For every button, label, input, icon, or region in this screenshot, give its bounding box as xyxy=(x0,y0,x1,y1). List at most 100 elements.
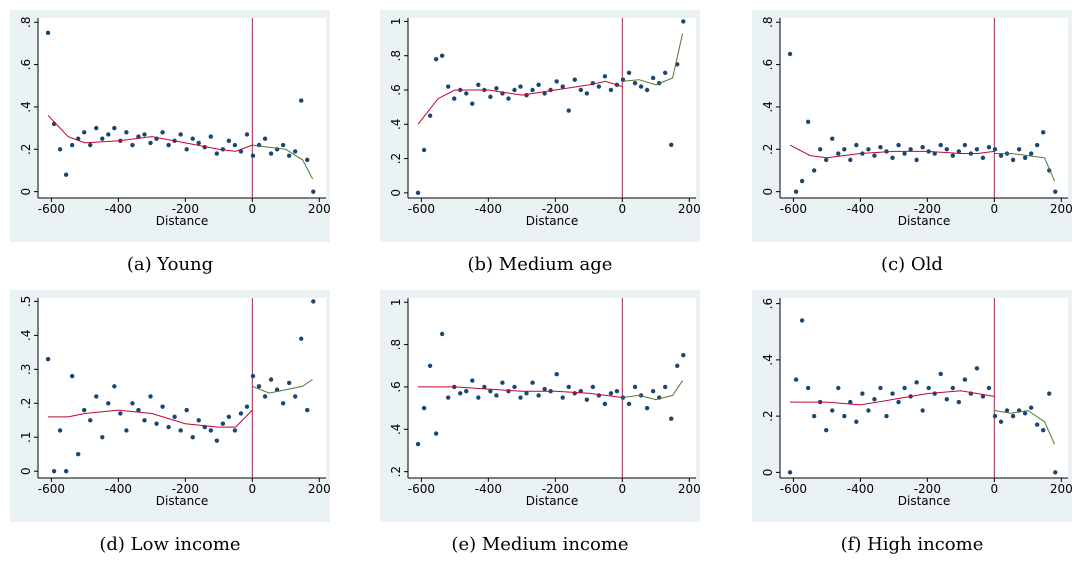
data-point xyxy=(632,80,638,86)
x-axis-label: Distance xyxy=(156,494,208,508)
data-point xyxy=(94,394,99,399)
data-point xyxy=(950,153,955,158)
y-tick-label: .2 xyxy=(19,398,33,409)
x-tick-label: 200 xyxy=(678,202,701,216)
data-point xyxy=(57,147,63,152)
data-point xyxy=(1047,391,1052,396)
data-point xyxy=(45,356,51,362)
data-point xyxy=(226,138,232,144)
data-point xyxy=(560,395,565,400)
data-point xyxy=(992,147,998,152)
x-axis-label: Distance xyxy=(526,214,578,228)
x-tick-label: -600 xyxy=(408,202,435,216)
x-tick-label: 200 xyxy=(308,482,331,496)
data-point xyxy=(890,155,895,160)
data-point xyxy=(518,395,523,400)
data-point xyxy=(669,142,674,148)
data-point xyxy=(208,134,213,139)
data-point xyxy=(470,101,475,106)
data-point xyxy=(452,96,457,101)
data-point xyxy=(638,84,644,89)
data-point xyxy=(986,385,992,391)
data-point xyxy=(82,407,87,413)
plot-area xyxy=(408,18,696,198)
data-point xyxy=(950,385,955,391)
data-point xyxy=(962,142,968,148)
data-point xyxy=(805,119,811,124)
data-point xyxy=(196,140,201,146)
data-point xyxy=(1041,130,1046,135)
data-point xyxy=(238,411,244,416)
x-tick-label: -200 xyxy=(914,202,941,216)
data-point xyxy=(650,75,656,81)
data-point xyxy=(669,416,674,421)
data-point xyxy=(662,70,668,76)
data-point xyxy=(787,470,793,475)
data-point xyxy=(160,130,165,135)
x-axis-label: Distance xyxy=(156,214,208,228)
data-point xyxy=(530,87,535,93)
data-point xyxy=(956,399,962,405)
data-point xyxy=(944,147,949,152)
data-point xyxy=(842,413,847,419)
data-point xyxy=(650,388,656,394)
y-tick-label: 0 xyxy=(19,188,33,196)
data-point xyxy=(220,421,226,426)
data-point xyxy=(190,435,195,440)
fit-line xyxy=(789,144,995,159)
data-point xyxy=(500,380,505,385)
data-point xyxy=(811,168,817,173)
x-tick-label: -200 xyxy=(914,482,941,496)
data-point xyxy=(184,407,189,413)
data-point xyxy=(178,132,183,137)
data-point xyxy=(1034,422,1040,427)
fit-line xyxy=(417,80,623,125)
y-tick-label: .8 xyxy=(19,17,33,28)
data-point xyxy=(542,91,547,96)
data-point xyxy=(811,413,817,419)
y-tick-label: .2 xyxy=(389,466,403,477)
data-point xyxy=(433,431,439,436)
data-point xyxy=(280,142,286,148)
data-point xyxy=(88,142,93,148)
data-point xyxy=(1022,155,1028,160)
data-point xyxy=(124,130,129,135)
data-point xyxy=(214,438,220,443)
data-point xyxy=(830,408,835,413)
data-point xyxy=(986,144,992,150)
x-tick-label: -200 xyxy=(542,202,569,216)
data-point xyxy=(130,401,135,406)
y-tick-label: 1 xyxy=(389,18,403,26)
y-tick-label: .2 xyxy=(761,410,775,421)
data-point xyxy=(938,142,943,148)
data-point xyxy=(299,336,304,341)
data-point xyxy=(675,363,680,368)
data-point xyxy=(854,142,859,148)
data-point xyxy=(560,84,565,89)
fit-line xyxy=(47,115,253,152)
data-point xyxy=(878,144,883,150)
data-point xyxy=(992,413,998,419)
x-tick-label: 200 xyxy=(1050,482,1073,496)
y-tick-label: .8 xyxy=(761,17,775,28)
data-point xyxy=(860,391,865,396)
x-tick-label: -600 xyxy=(38,482,65,496)
data-point xyxy=(932,391,937,396)
data-point xyxy=(172,414,177,420)
data-point xyxy=(178,428,183,433)
data-point xyxy=(896,399,901,405)
y-tick-label: .4 xyxy=(389,119,403,130)
data-point xyxy=(292,394,298,399)
data-point xyxy=(866,147,871,152)
data-point xyxy=(1028,151,1034,156)
data-point xyxy=(45,30,51,36)
data-point xyxy=(962,377,968,382)
y-tick-label: .6 xyxy=(19,59,33,70)
data-point xyxy=(602,74,608,79)
data-point xyxy=(1053,189,1058,194)
fit-line xyxy=(252,379,313,394)
x-tick-label: 0 xyxy=(619,482,627,496)
data-point xyxy=(608,87,614,93)
data-point xyxy=(920,144,925,150)
data-point xyxy=(476,82,481,88)
